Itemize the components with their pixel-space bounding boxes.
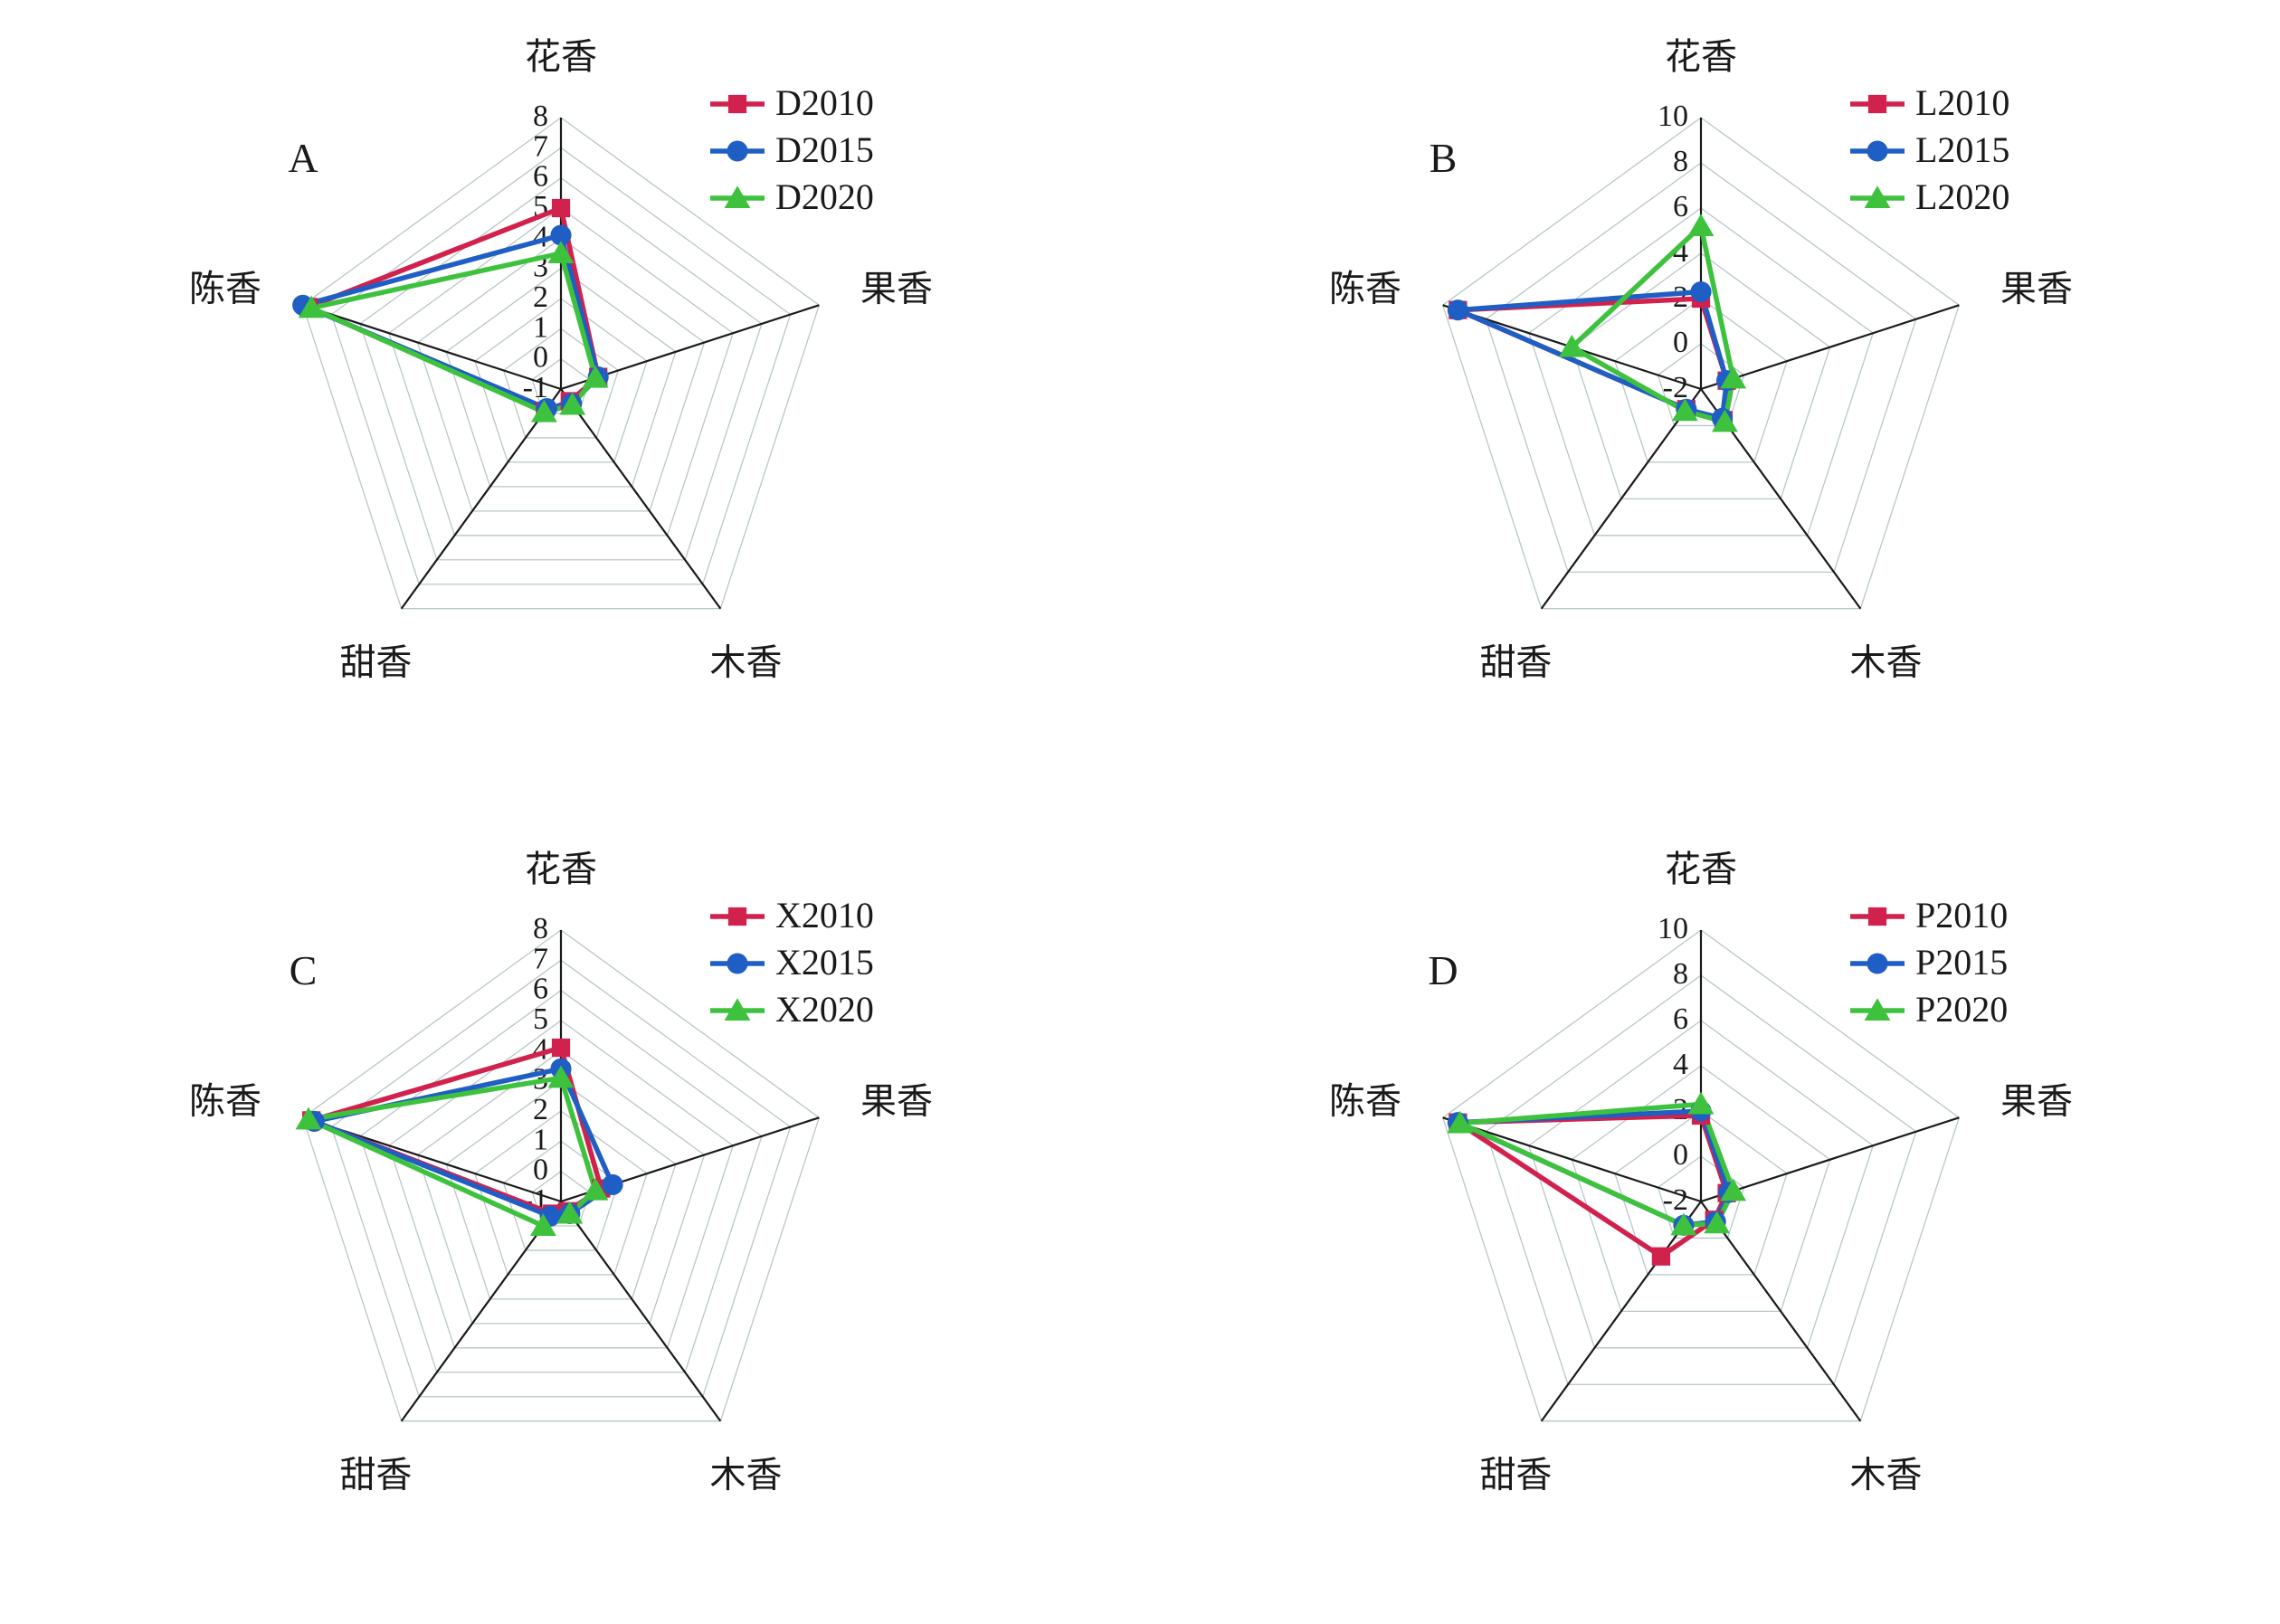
svg-text:花香: 花香	[525, 849, 597, 889]
svg-text:甜香: 甜香	[1479, 1454, 1552, 1495]
svg-text:P2020: P2020	[1915, 989, 2008, 1030]
svg-text:L2010: L2010	[1915, 82, 2009, 123]
svg-text:8: 8	[533, 100, 548, 133]
svg-text:D2020: D2020	[775, 176, 874, 217]
svg-text:D2015: D2015	[775, 129, 874, 170]
svg-text:陈香: 陈香	[189, 1080, 261, 1121]
svg-text:L2015: L2015	[1915, 129, 2009, 170]
svg-text:4: 4	[533, 1032, 548, 1066]
svg-text:D: D	[1428, 947, 1458, 993]
svg-text:木香: 木香	[710, 642, 783, 683]
svg-text:2: 2	[533, 280, 548, 314]
svg-text:陈香: 陈香	[1329, 268, 1401, 309]
svg-text:1: 1	[533, 310, 548, 344]
svg-text:10: 10	[1658, 912, 1688, 945]
svg-text:5: 5	[533, 1002, 548, 1036]
svg-text:8: 8	[1673, 957, 1688, 991]
svg-text:-2: -2	[1663, 1183, 1688, 1217]
svg-text:果香: 果香	[2000, 1080, 2073, 1121]
svg-text:L2020: L2020	[1915, 176, 2009, 217]
svg-text:木香: 木香	[1850, 1454, 1923, 1495]
svg-text:陈香: 陈香	[189, 268, 261, 309]
svg-text:P2015: P2015	[1915, 942, 2008, 983]
svg-text:0: 0	[1673, 326, 1688, 359]
svg-text:8: 8	[1673, 145, 1688, 178]
svg-text:果香: 果香	[2000, 268, 2073, 309]
svg-text:A: A	[288, 135, 318, 181]
svg-text:花香: 花香	[1665, 36, 1737, 77]
svg-text:7: 7	[533, 942, 548, 975]
svg-text:甜香: 甜香	[1479, 642, 1552, 683]
svg-text:D2010: D2010	[775, 82, 874, 123]
svg-text:陈香: 陈香	[1329, 1080, 1401, 1121]
svg-text:甜香: 甜香	[339, 1454, 412, 1495]
svg-text:C: C	[290, 947, 318, 993]
svg-text:6: 6	[533, 160, 548, 194]
svg-text:6: 6	[533, 972, 548, 1005]
svg-text:10: 10	[1658, 100, 1688, 133]
svg-text:甜香: 甜香	[339, 642, 412, 683]
svg-text:7: 7	[533, 129, 548, 163]
svg-text:4: 4	[1673, 1048, 1688, 1081]
svg-text:P2010: P2010	[1915, 895, 2008, 935]
svg-text:X2020: X2020	[775, 989, 874, 1030]
svg-text:0: 0	[533, 341, 548, 375]
svg-text:木香: 木香	[1850, 642, 1923, 683]
svg-text:花香: 花香	[525, 36, 597, 77]
svg-text:B: B	[1430, 135, 1458, 181]
svg-text:0: 0	[533, 1153, 548, 1186]
svg-text:X2015: X2015	[775, 942, 874, 983]
svg-text:0: 0	[1673, 1138, 1688, 1172]
svg-text:果香: 果香	[860, 1080, 933, 1121]
svg-text:X2010: X2010	[775, 895, 874, 935]
svg-text:8: 8	[533, 912, 548, 945]
svg-text:6: 6	[1673, 1002, 1688, 1036]
svg-text:木香: 木香	[710, 1454, 783, 1495]
svg-text:2: 2	[533, 1093, 548, 1126]
svg-text:1: 1	[533, 1123, 548, 1156]
svg-text:果香: 果香	[860, 268, 933, 309]
svg-text:6: 6	[1673, 190, 1688, 223]
svg-text:花香: 花香	[1665, 849, 1737, 889]
